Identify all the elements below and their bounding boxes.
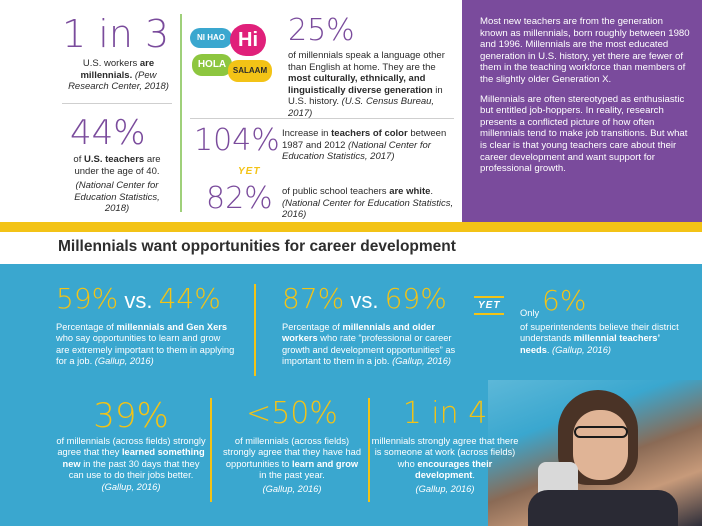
stat-87-percent: 87% [282, 282, 345, 315]
divider-top-left [62, 103, 172, 104]
bubble-hola: HOLA [192, 54, 232, 76]
stat-1-in-4-text: millennials strongly agree that there is… [371, 436, 519, 494]
panel-paragraph-1: Most new teachers are from the generatio… [480, 16, 690, 85]
stat-1-in-3: 1 in 3 [62, 12, 170, 56]
section-headline: Millennials want opportunities for caree… [58, 238, 456, 255]
panel-paragraph-2: Millennials are often stereotyped as ent… [480, 93, 688, 175]
yet-badge-top: YET [238, 166, 261, 177]
stat-6-percent-text: of superintendents believe their distric… [520, 322, 679, 355]
stat-1-in-4: 1 in 4 [402, 396, 488, 431]
stat-82-percent: 82% [206, 181, 273, 216]
stat-44-percent-gen-x: 44% [158, 282, 221, 315]
divider-row2-b [368, 398, 370, 502]
stat-104-percent: 104% [194, 123, 280, 158]
stat-87-vs-69: 87% vs. 69% [282, 282, 447, 315]
stat-87-vs-69-text: Percentage of millennials and older work… [282, 322, 456, 367]
stat-1-in-3-text: U.S. workers are millennials. (Pew Resea… [68, 58, 169, 92]
stat-44-percent-text: of U.S. teachers are under the age of 40… [73, 154, 161, 214]
stat-59-vs-44-text: Percentage of millennials and Gen Xers w… [56, 322, 235, 367]
bubble-hi: Hi [230, 24, 266, 56]
stat-59-percent: 59% [56, 282, 119, 315]
stat-69-percent: 69% [384, 282, 447, 315]
stat-82-percent-text: of public school teachers are white. (Na… [282, 186, 454, 220]
divider-row1-a [254, 284, 256, 376]
stat-under-50-percent-text: of millennials (across fields) strongly … [223, 436, 361, 494]
stat-44-percent: 44% [70, 113, 146, 153]
bubble-ni-hao: NI HAO [190, 28, 232, 48]
divider-top-middle [190, 118, 454, 119]
language-bubbles-graphic: NI HAO Hi HOLA SALAAM [190, 24, 274, 96]
headline-area [0, 232, 702, 264]
stat-39-percent: 39% [93, 396, 169, 436]
generation-info-panel: Most new teachers are from the generatio… [462, 0, 702, 222]
stat-59-vs-44: 59% vs. 44% [56, 282, 221, 315]
stat-39-percent-text: of millennials (across fields) strongly … [56, 436, 206, 492]
stat-6-percent: 6% [542, 284, 587, 317]
vs-label-1: vs. [118, 288, 159, 313]
headline-band-top [0, 222, 702, 232]
vs-label-2: vs. [344, 288, 385, 313]
stat-under-50-percent: <50% [246, 396, 338, 431]
stat-25-percent-text: of millennials speak a language other th… [288, 50, 445, 119]
stat-104-percent-text: Increase in teachers of color between 19… [282, 128, 447, 162]
yet-badge-blue: YET [474, 296, 505, 315]
divider-left-vertical [180, 14, 182, 212]
only-label: Only [520, 308, 540, 318]
teacher-photo [488, 380, 702, 526]
bubble-salaam: SALAAM [228, 60, 272, 82]
stat-25-percent: 25% [288, 13, 355, 48]
divider-row2-a [210, 398, 212, 502]
